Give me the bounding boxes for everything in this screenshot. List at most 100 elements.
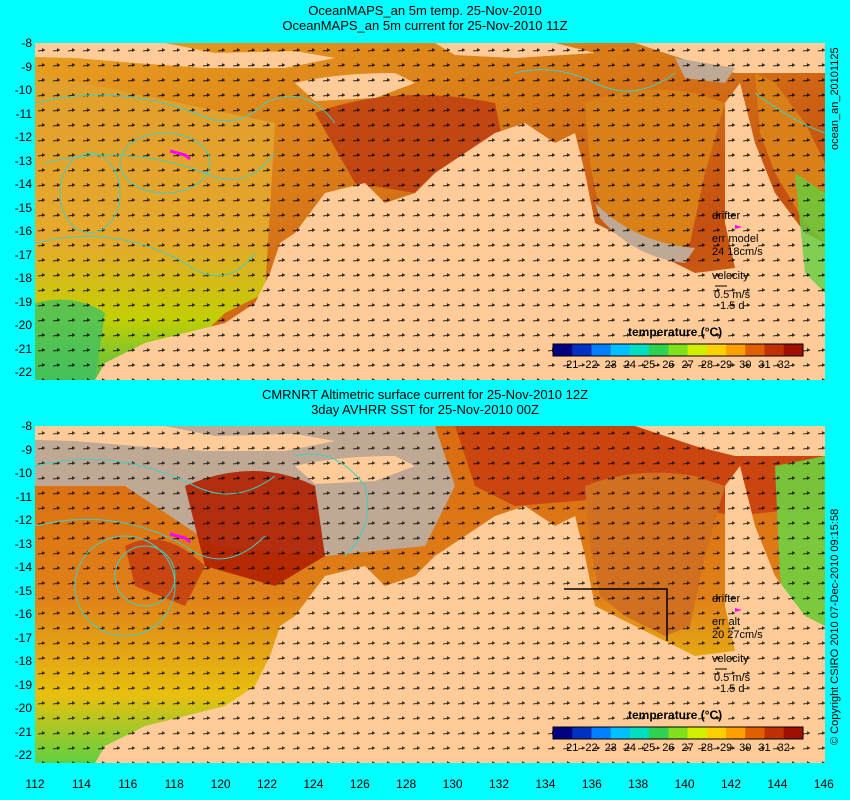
colorbar-tick-label: 30 — [739, 742, 751, 754]
colorbar-swatch — [610, 344, 631, 356]
lon-label: 124 — [303, 777, 324, 791]
colorbar-swatch — [649, 727, 669, 739]
lon-label: 130 — [442, 777, 463, 791]
colorbar-swatch — [687, 344, 708, 356]
colorbar-swatch — [745, 727, 766, 739]
velocity-scale: 0.5 m/s — [714, 672, 751, 684]
colorbar-tick-label: 26 — [662, 742, 674, 754]
colorbar-swatch — [591, 727, 612, 739]
top-side-label: ocean_an_20101125 — [829, 47, 841, 150]
colorbar-swatch — [610, 727, 631, 739]
glider-track — [564, 588, 668, 641]
bathymetry-contours — [35, 453, 368, 637]
lat-label: -14 — [14, 560, 32, 574]
lon-label: 144 — [767, 777, 788, 791]
bottom-map[interactable]: drifter err alt 20 27cm/s velocity 0.5 m… — [35, 426, 825, 763]
colorbar-tick-label: 24 — [624, 742, 636, 754]
lon-label: 114 — [71, 777, 91, 791]
colorbar: 21 22 23 24 25 26 27 28 29 30 31 32 — [552, 726, 804, 754]
lat-label: -16 — [14, 224, 32, 238]
colorbar-swatch — [706, 344, 727, 356]
bottom-map-canvas: drifter err alt 20 27cm/s velocity 0.5 m… — [35, 426, 825, 763]
colorbar: 21 22 23 24 25 26 27 28 29 30 31 32 — [552, 343, 804, 371]
lat-label: -8 — [21, 36, 32, 50]
lon-label: 128 — [396, 777, 417, 791]
colorbar-swatch — [553, 727, 573, 739]
lat-label: -18 — [14, 654, 32, 668]
err-value: 24 18cm/s — [712, 246, 763, 258]
lon-label: 122 — [256, 777, 278, 791]
bottom-title-line2: 3day AVHRR SST for 25-Nov-2010 00Z — [311, 402, 539, 417]
lat-label: -11 — [15, 489, 32, 504]
lat-label: -15 — [14, 583, 32, 598]
colorbar-swatch — [745, 344, 766, 356]
colorbar-swatch — [668, 344, 689, 356]
colorbar-swatch — [572, 344, 592, 356]
lat-label: -19 — [14, 677, 32, 692]
lon-label: 142 — [720, 777, 742, 791]
velocity-time: 1.5 d — [720, 683, 744, 695]
current-vectors — [35, 426, 825, 763]
velocity-time: 1.5 d — [720, 300, 744, 312]
drifter-track — [169, 149, 191, 161]
colorbar-tick-label: 28 — [701, 742, 713, 754]
colorbar-swatch — [783, 344, 804, 356]
lat-label: -13 — [14, 153, 32, 168]
colorbar-border — [552, 726, 804, 740]
bathymetry-contours — [35, 69, 825, 277]
err-value: 20 27cm/s — [712, 629, 763, 641]
top-map[interactable]: drifter err model 24 18cm/s velocity 0.5… — [35, 43, 825, 380]
colorbar-title: temperature (°C) — [628, 325, 722, 339]
err-label: err alt — [712, 616, 740, 628]
lon-label: 118 — [164, 777, 184, 791]
colorbar-tick-label: 26 — [662, 359, 674, 371]
lat-label: -22 — [14, 365, 32, 379]
lon-label: 120 — [210, 777, 231, 791]
lat-label: -21 — [14, 724, 32, 739]
colorbar-tick-label: 25 — [643, 359, 655, 371]
lat-label: -16 — [14, 607, 32, 621]
colorbar-swatch — [629, 727, 650, 739]
lat-label: -12 — [14, 130, 32, 144]
colorbar-swatch — [726, 344, 746, 356]
lon-label: 132 — [488, 777, 510, 791]
colorbar-tick-label: 28 — [701, 359, 713, 371]
lat-label: -10 — [14, 466, 32, 480]
lat-label: -14 — [14, 177, 32, 191]
colorbar-tick-label: 27 — [681, 359, 693, 371]
colorbar-tick-label: 21 — [566, 742, 578, 754]
lat-label: -13 — [14, 536, 32, 551]
colorbar-swatch — [591, 344, 612, 356]
lon-label: 112 — [25, 777, 45, 791]
drifter-legend-icon — [735, 608, 742, 612]
lat-label: -22 — [14, 748, 32, 762]
colorbar-title: temperature (°C) — [628, 708, 722, 722]
colorbar-tick-label: 32 — [778, 359, 790, 371]
lat-label: -10 — [14, 83, 32, 97]
top-title-line1: OceanMAPS_an 5m temp. 25-Nov-2010 — [308, 3, 542, 18]
velocity-label: velocity — [712, 270, 749, 282]
lon-label: 138 — [628, 777, 649, 791]
colorbar-tick-label: 29 — [720, 742, 732, 754]
lat-label: -20 — [14, 701, 32, 715]
lat-label: -17 — [14, 247, 32, 262]
current-vectors — [35, 43, 825, 380]
velocity-label: velocity — [712, 653, 749, 665]
lon-label: 116 — [118, 777, 138, 791]
lat-label: -9 — [21, 59, 32, 74]
colorbar-tick-label: 23 — [605, 742, 617, 754]
lat-label: -11 — [15, 106, 32, 121]
lat-label: -15 — [14, 200, 32, 215]
bottom-side-label: © Copyright CSIRO 2010 07-Dec-2010 09:15… — [829, 508, 841, 745]
colorbar-tick-label: 24 — [624, 359, 636, 371]
lat-label: -12 — [14, 513, 32, 527]
colorbar-tick-label: 32 — [778, 742, 790, 754]
colorbar-tick-label: 31 — [758, 742, 770, 754]
colorbar-swatch — [687, 727, 708, 739]
lon-label: 126 — [349, 777, 370, 791]
drifter-label: drifter — [712, 210, 740, 222]
colorbar-swatch — [629, 344, 650, 356]
top-title-line2: OceanMAPS_an 5m current for 25-Nov-2010 … — [282, 18, 568, 33]
lat-label: -21 — [14, 341, 32, 356]
colorbar-swatch — [668, 727, 689, 739]
